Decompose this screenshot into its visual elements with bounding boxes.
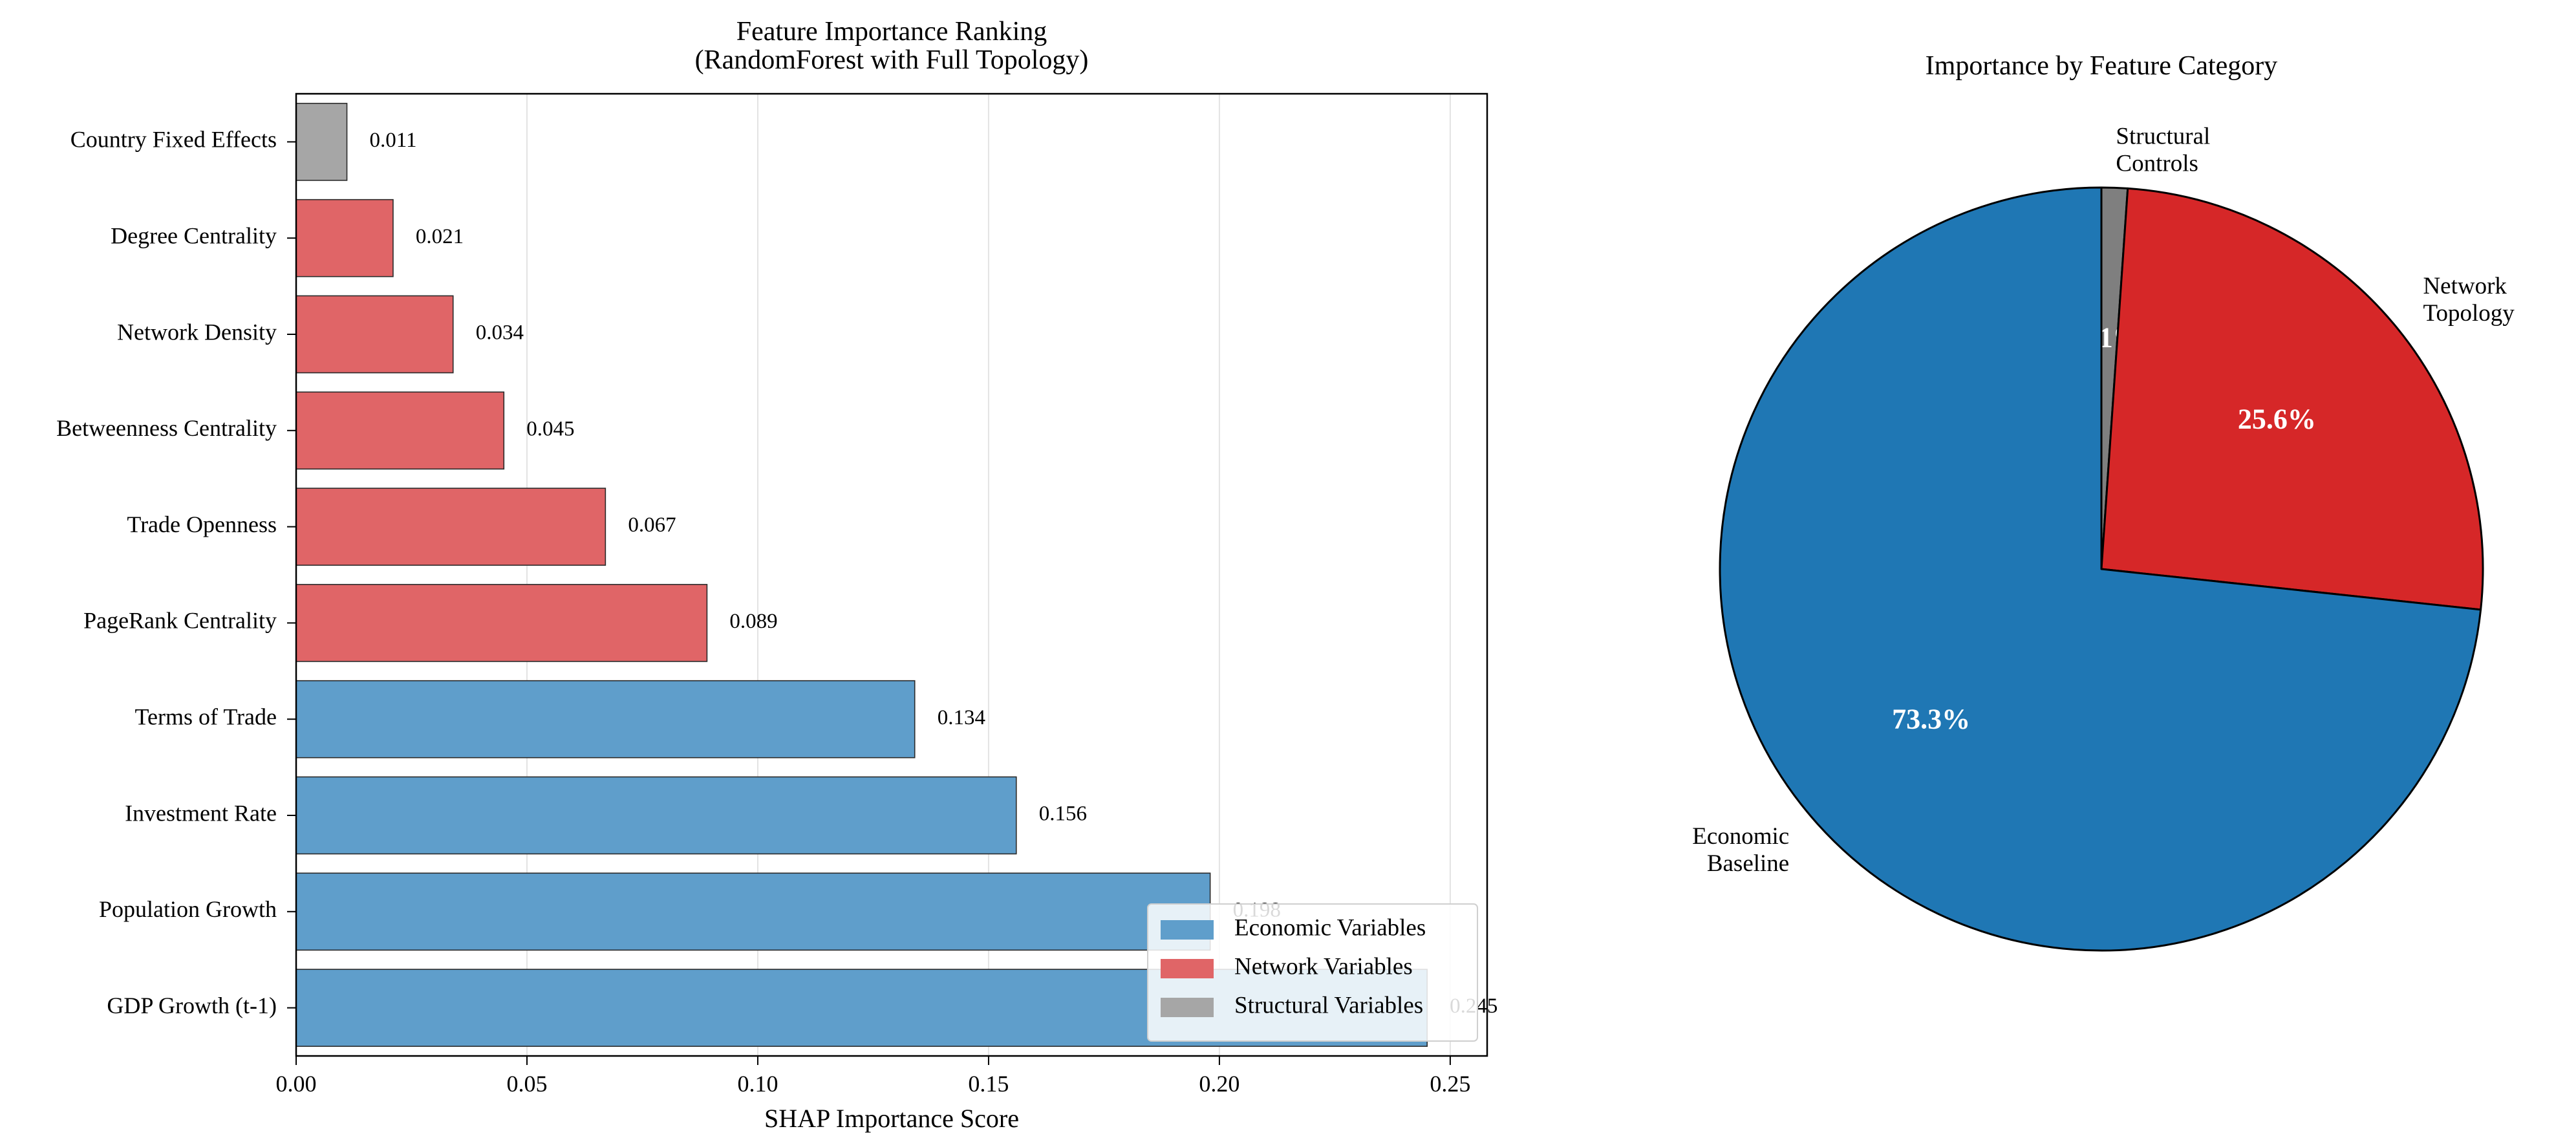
bar bbox=[295, 295, 454, 374]
category-tick-label: Degree Centrality bbox=[111, 222, 277, 248]
bar-value-label: 0.089 bbox=[729, 610, 777, 633]
bar-value-label: 0.156 bbox=[1039, 802, 1087, 826]
bar-value-label: 0.067 bbox=[628, 513, 676, 537]
x-tick-label: 0.00 bbox=[276, 1071, 317, 1097]
category-tick-label: Betweenness Centrality bbox=[56, 415, 277, 441]
pie-category-label: Network Topology bbox=[2423, 273, 2515, 327]
pie-chart: Importance by Feature Category1.1%Struct… bbox=[1692, 51, 2515, 952]
bar bbox=[295, 872, 1211, 951]
pie-percent-label: 25.6% bbox=[2238, 403, 2316, 435]
pie-category-label-line: Network bbox=[2423, 273, 2507, 299]
x-tick-label: 0.25 bbox=[1430, 1071, 1470, 1097]
bar-value-label: 0.134 bbox=[938, 706, 985, 729]
bar bbox=[295, 776, 1017, 855]
bar bbox=[295, 103, 348, 181]
pie-category-label-line: Controls bbox=[2116, 150, 2198, 177]
bar bbox=[295, 199, 394, 277]
category-tick-label: GDP Growth (t-1) bbox=[107, 993, 277, 1018]
bar-chart-title: Feature Importance Ranking (RandomForest … bbox=[695, 17, 1089, 75]
pie-slice bbox=[1719, 186, 2482, 952]
category-tick-label: Population Growth bbox=[99, 896, 277, 922]
bar-value-label: 0.034 bbox=[476, 321, 524, 345]
x-tick-label: 0.05 bbox=[506, 1071, 547, 1097]
legend-label: Economic Variables bbox=[1234, 914, 1426, 941]
bar bbox=[295, 391, 505, 470]
category-tick-label: Network Density bbox=[117, 319, 277, 345]
pie-category-label-line: Structural bbox=[2116, 123, 2210, 149]
pie-category-label-line: Baseline bbox=[1707, 850, 1789, 877]
legend-swatch bbox=[1161, 920, 1214, 940]
bar bbox=[295, 488, 606, 566]
category-tick-label: Trade Openness bbox=[127, 511, 277, 537]
pie-chart-title: Importance by Feature Category bbox=[1926, 51, 2278, 81]
legend-swatch bbox=[1161, 998, 1214, 1017]
pie-percent-label: 73.3% bbox=[1892, 704, 1970, 735]
bar bbox=[295, 584, 708, 662]
legend-label: Network Variables bbox=[1234, 953, 1413, 980]
bar-value-label: 0.021 bbox=[416, 225, 464, 248]
bar-chart-title-line: Feature Importance Ranking bbox=[736, 17, 1047, 47]
pie-category-label-line: Economic bbox=[1692, 823, 1789, 850]
category-tick-label: PageRank Centrality bbox=[83, 608, 277, 634]
legend-label: Structural Variables bbox=[1234, 992, 1423, 1018]
pie-category-label: Structural Controls bbox=[2116, 123, 2210, 177]
bar-chart-title-line: (RandomForest with Full Topology) bbox=[695, 45, 1089, 75]
x-tick-label: 0.10 bbox=[737, 1071, 778, 1097]
pie-slice bbox=[2100, 187, 2484, 611]
legend-box bbox=[1147, 903, 1478, 1042]
bar bbox=[295, 680, 916, 758]
bar-value-label: 0.011 bbox=[370, 129, 417, 152]
x-tick-label: 0.15 bbox=[968, 1071, 1009, 1097]
category-tick-label: Investment Rate bbox=[125, 800, 277, 826]
category-tick-label: Country Fixed Effects bbox=[70, 127, 277, 153]
bar-chart: Country Fixed Effects 0.011 Degree Central… bbox=[56, 17, 1497, 1133]
x-axis-label: SHAP Importance Score bbox=[764, 1104, 1019, 1133]
pie-category-label: Economic Baseline bbox=[1692, 823, 1789, 877]
legend-swatch bbox=[1161, 959, 1214, 978]
bar-value-label: 0.045 bbox=[526, 417, 574, 440]
pie-category-label-line: Topology bbox=[2423, 300, 2515, 327]
category-tick-label: Terms of Trade bbox=[135, 704, 277, 729]
plot-frame bbox=[295, 92, 1488, 1057]
x-tick-label: 0.20 bbox=[1199, 1071, 1240, 1097]
